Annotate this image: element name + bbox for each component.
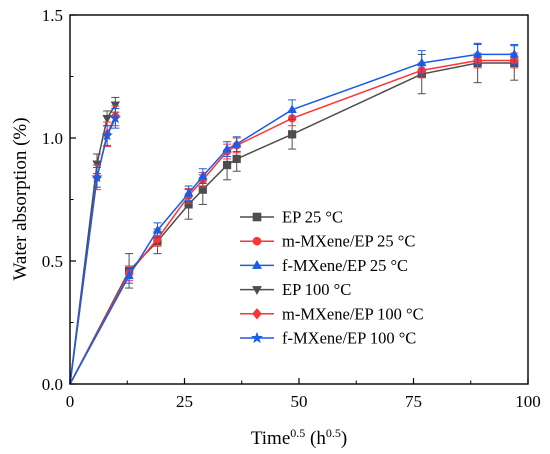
series-5-line [69, 117, 117, 385]
legend: EP 25 °C m-MXene/EP 25 °C f-MXene/EP 25 °C… [240, 208, 424, 348]
series-layer [69, 42, 519, 385]
y-tick-label-1: 0.5 [42, 252, 63, 271]
x-axis-title-main: Time [251, 428, 290, 449]
legend-label-1: m-MXene/EP 25 °C [282, 232, 415, 251]
x-tick-label-3: 75 [405, 392, 422, 411]
series-2 [69, 44, 519, 385]
series-2-point-2 [152, 225, 163, 234]
series-2-point-8 [417, 57, 427, 67]
x-axis-title-close: ) [341, 428, 347, 449]
legend-marker-1 [252, 236, 262, 246]
y-axis-title: Water absorption (%) [10, 117, 31, 280]
legend-label-0: EP 25 °C [282, 208, 343, 227]
series-2-point-5 [222, 143, 232, 153]
legend-marker-4 [252, 308, 262, 320]
series-2-point-4 [198, 170, 208, 180]
tick-layer: 0 25 50 75 100 0.0 0.5 1.0 1.5 [42, 6, 541, 411]
x-tick-label-1: 25 [176, 392, 193, 411]
series-0-point-7 [288, 130, 297, 139]
x-axis-title-unit: (h [305, 428, 326, 449]
legend-marker-0 [252, 212, 262, 222]
legend-label-3: EP 100 °C [282, 280, 351, 299]
series-5 [69, 107, 122, 385]
x-axis-title-sup: 0.5 [290, 426, 305, 440]
series-2-point-7 [287, 104, 297, 114]
series-0-point-6 [232, 154, 241, 164]
legend-marker-2 [252, 259, 262, 269]
y-tick-label-0: 0.0 [42, 375, 63, 394]
legend-label-5: f-MXene/EP 100 °C [282, 329, 416, 348]
legend-marker-5 [251, 331, 263, 344]
x-tick-label-2: 50 [291, 392, 308, 411]
x-axis-title: Time0.5 (h0.5) [251, 426, 347, 449]
x-tick-label-4: 100 [515, 392, 541, 411]
series-2-point-10 [509, 49, 519, 58]
series-3 [69, 96, 121, 385]
y-tick-label-3: 1.5 [42, 6, 63, 25]
legend-label-2: f-MXene/EP 25 °C [282, 256, 408, 275]
series-2-point-3 [183, 188, 194, 197]
x-tick-label-0: 0 [66, 392, 75, 411]
series-3-line [69, 104, 116, 385]
legend-marker-3 [252, 286, 262, 296]
series-2-point-1 [124, 270, 134, 280]
series-0-point-5 [222, 160, 232, 170]
series-5-point-1 [91, 171, 103, 183]
x-axis-title-unit-sup: 0.5 [326, 426, 341, 440]
series-4 [69, 105, 120, 385]
series-5-point-3 [109, 112, 122, 124]
series-3-point-2 [102, 114, 112, 124]
y-tick-label-2: 1.0 [42, 129, 63, 148]
series-5-point-2 [101, 129, 113, 141]
legend-label-4: m-MXene/EP 100 °C [282, 304, 424, 323]
series-2-point-9 [472, 49, 483, 58]
series-2-point-6 [232, 138, 242, 148]
